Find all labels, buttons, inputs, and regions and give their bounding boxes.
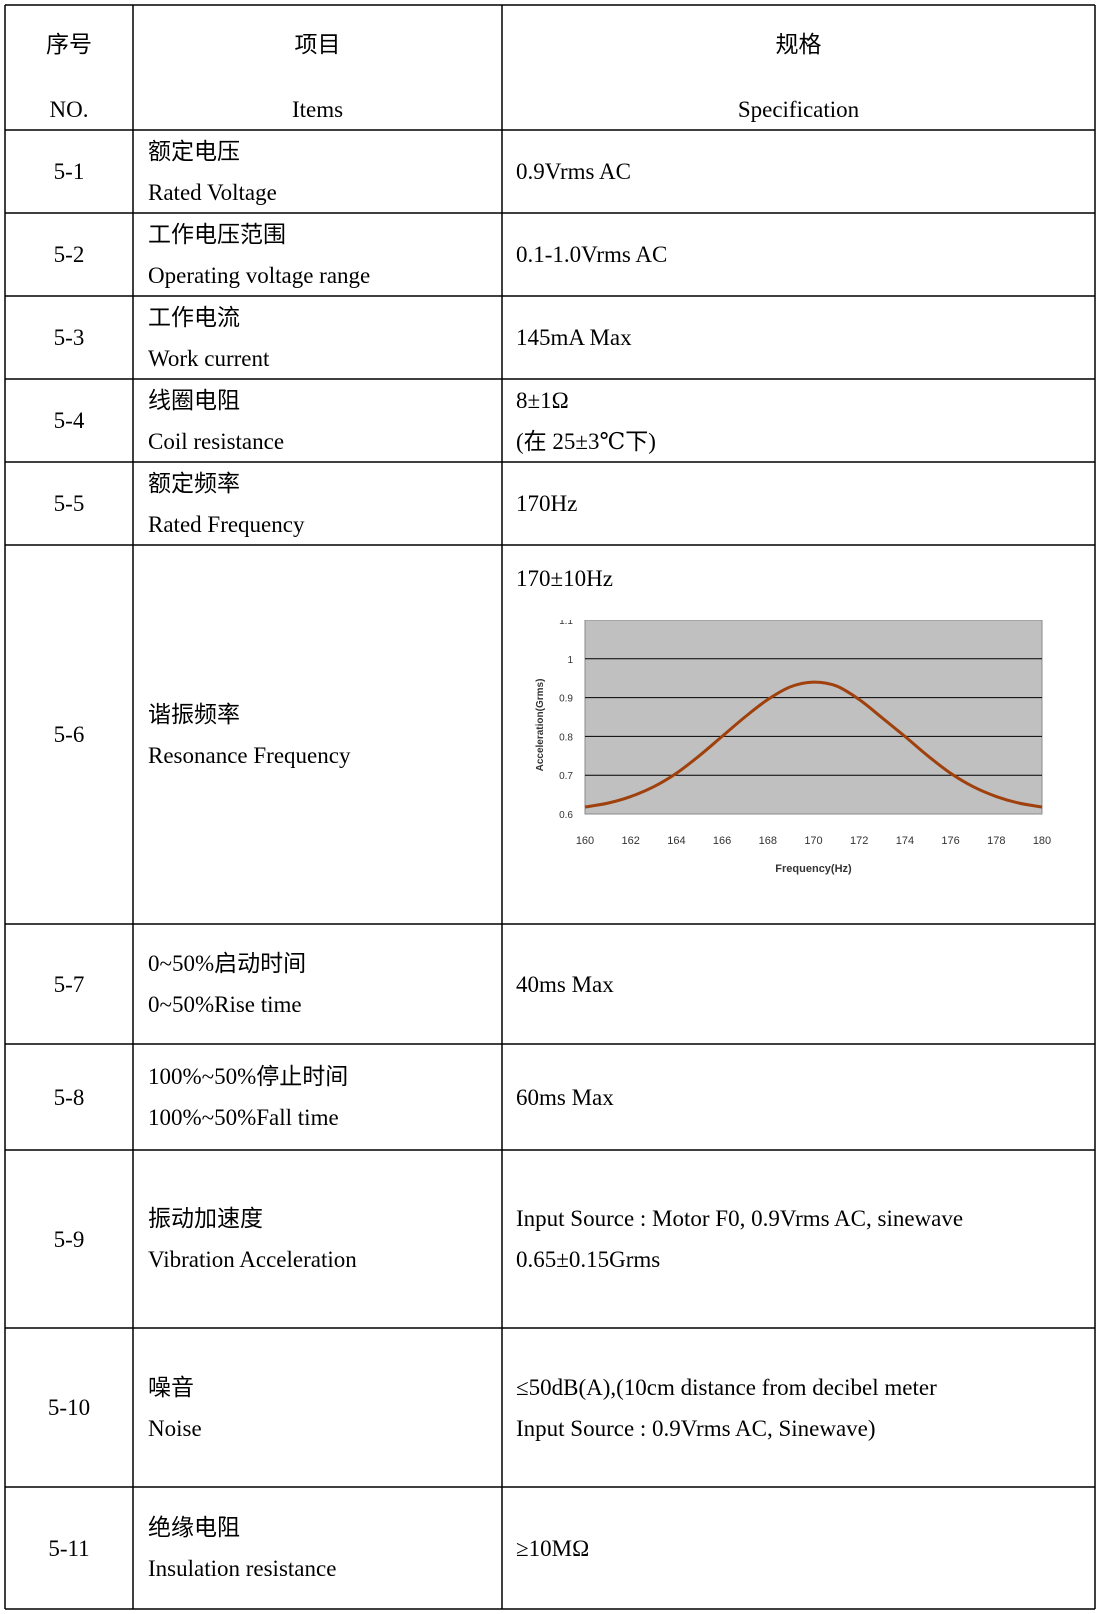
row-number: 5-7	[53, 971, 85, 997]
resonance-chart: 0.6 0.7 0.8 0.9 1 1.1 160 162 164 166 168 170 172 174…	[535, 620, 1051, 875]
x-axis-label: Frequency(Hz)	[775, 863, 852, 875]
spec-cell: 0.9Vrms AC	[516, 130, 631, 213]
spec-line: (在 25±3℃下)	[516, 428, 656, 454]
row-number: 5-9	[53, 1226, 85, 1252]
spec-line: 8±1Ω	[516, 387, 569, 413]
x-tick-label: 180	[1033, 835, 1051, 847]
item-name-cn: 0~50%启动时间	[148, 951, 307, 976]
spec-cell: 0.1-1.0Vrms AC	[516, 213, 667, 296]
y-tick-label: 1.1	[559, 620, 573, 627]
header-items-cn: 项目	[294, 32, 341, 57]
y-axis-label: Acceleration(Grms)	[535, 679, 546, 772]
x-tick-label: 174	[896, 835, 914, 847]
item-name-cn: 100%~50%停止时间	[148, 1064, 349, 1089]
item-cell: 线圈电阻 Coil resistance	[148, 379, 284, 462]
row-number: 5-6	[53, 722, 85, 747]
spec-line: Input Source : 0.9Vrms AC, Sinewave)	[516, 1415, 876, 1441]
row-number: 5-11	[48, 1535, 90, 1561]
row-number: 5-8	[53, 1084, 85, 1110]
item-name-en: 0~50%Rise time	[148, 992, 302, 1017]
spec-line: 0.65±0.15Grms	[516, 1247, 661, 1272]
spec-line: 0.9Vrms AC	[516, 159, 631, 184]
x-tick-label: 164	[667, 835, 685, 847]
item-cell: 工作电压范围 Operating voltage range	[148, 213, 370, 296]
header-no-en: NO.	[49, 97, 89, 122]
row-number: 5-3	[53, 325, 85, 350]
item-cell: 噪音 Noise	[148, 1328, 202, 1487]
item-cell: 100%~50%停止时间 100%~50%Fall time	[148, 1044, 348, 1150]
item-name-en: Vibration Acceleration	[148, 1247, 357, 1272]
plot-area	[584, 620, 1043, 815]
spec-cell: 8±1Ω (在 25±3℃下)	[516, 379, 656, 462]
row-number: 5-5	[53, 491, 85, 516]
spec-cell: 60ms Max	[516, 1044, 614, 1150]
header-spec-cn: 规格	[775, 32, 822, 57]
spec-line: 60ms Max	[516, 1084, 614, 1110]
item-cell: 绝缘电阻 Insulation resistance	[148, 1487, 336, 1609]
x-tick-label: 166	[713, 835, 731, 847]
spec-cell: 170Hz	[516, 462, 577, 545]
y-tick-label: 0.8	[559, 732, 573, 743]
header-no-cn: 序号	[46, 32, 92, 57]
x-tick-label: 172	[850, 835, 868, 847]
spec-cell: ≥10MΩ	[516, 1487, 589, 1609]
series-line	[584, 680, 1043, 809]
item-name-en: Noise	[148, 1415, 202, 1441]
y-tick-label: 0.7	[559, 771, 573, 782]
row-number: 5-2	[53, 242, 85, 267]
item-name-cn: 线圈电阻	[148, 387, 240, 413]
item-name-cn: 谐振频率	[148, 701, 240, 727]
header-items-en: Items	[291, 97, 344, 122]
item-name-cn: 绝缘电阻	[148, 1515, 240, 1540]
item-cell: 额定电压 Rated Voltage	[148, 130, 277, 213]
row-number: 5-1	[53, 159, 85, 184]
item-name-en: Operating voltage range	[148, 262, 371, 288]
item-name-en: Insulation resistance	[148, 1556, 337, 1581]
x-tick-label: 178	[987, 835, 1005, 847]
item-cell: 0~50%启动时间 0~50%Rise time	[148, 924, 306, 1044]
x-tick-label: 160	[576, 835, 594, 847]
spec-cell: 145mA Max	[516, 296, 632, 379]
item-name-cn: 工作电流	[148, 304, 240, 330]
header-spec-en: Specification	[737, 97, 860, 122]
spec-line: 145mA Max	[516, 325, 632, 350]
item-name-en: Rated Frequency	[148, 511, 305, 537]
x-tick-label: 168	[759, 835, 777, 847]
item-cell: 谐振频率 Resonance Frequency	[148, 545, 350, 924]
y-tick-label: 0.9	[559, 694, 573, 705]
spec-cell: Input Source : Motor F0, 0.9Vrms AC, sin…	[516, 1150, 963, 1328]
y-tick-label: 1	[567, 655, 573, 666]
spec-line: Input Source : Motor F0, 0.9Vrms AC, sin…	[516, 1206, 964, 1231]
spec-line: ≤50dB(A),(10cm distance from decibel met…	[516, 1374, 937, 1400]
x-tick-label: 162	[622, 835, 640, 847]
item-name-cn: 振动加速度	[148, 1206, 263, 1231]
y-tick-label: 0.6	[559, 810, 573, 821]
item-cell: 工作电流 Work current	[148, 296, 269, 379]
row-number: 5-4	[53, 408, 85, 433]
spec-cell: 40ms Max	[516, 924, 614, 1044]
row-number: 5-10	[47, 1395, 91, 1420]
spec-line: 170Hz	[516, 491, 578, 516]
item-name-en: 100%~50%Fall time	[148, 1105, 339, 1130]
spec-line: 0.1-1.0Vrms AC	[516, 242, 668, 267]
item-name-en: Rated Voltage	[148, 179, 277, 205]
spec-line: ≥10MΩ	[516, 1535, 590, 1561]
item-name-en: Work current	[148, 345, 270, 371]
item-name-cn: 工作电压范围	[148, 221, 286, 247]
item-name-cn: 噪音	[148, 1374, 194, 1400]
item-name-cn: 额定电压	[148, 138, 240, 164]
x-tick-label: 176	[941, 835, 959, 847]
spec-cell: ≤50dB(A),(10cm distance from decibel met…	[516, 1328, 937, 1487]
spec-line: 40ms Max	[516, 971, 614, 997]
item-name-en: Coil resistance	[148, 428, 285, 454]
item-name-en: Resonance Frequency	[148, 742, 351, 768]
spec-line: 170±10Hz	[516, 566, 613, 591]
x-tick-label: 170	[804, 835, 822, 847]
item-name-cn: 额定频率	[148, 470, 240, 496]
item-cell: 振动加速度 Vibration Acceleration	[148, 1150, 357, 1328]
item-cell: 额定频率 Rated Frequency	[148, 462, 304, 545]
